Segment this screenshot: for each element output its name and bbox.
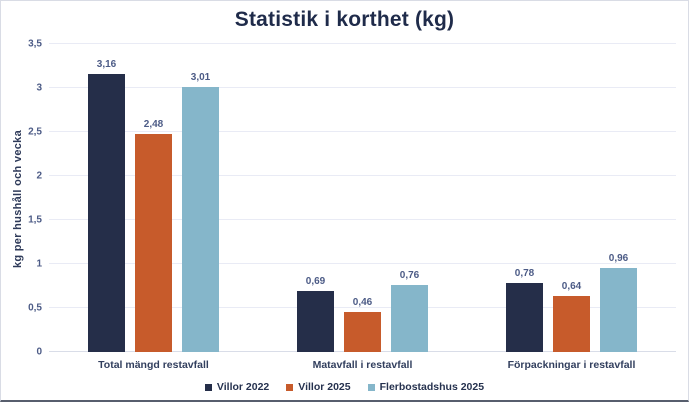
bar-flerbostadshus-2025	[600, 267, 637, 352]
category-label: Förpackningar i restavfall	[507, 359, 636, 371]
value-label: 0,96	[608, 252, 629, 264]
value-label: 3,01	[190, 72, 211, 84]
y-tick-label: 3	[36, 82, 42, 94]
bar-column: 2,48	[135, 44, 172, 352]
category-label: Matavfall i restavfall	[312, 359, 413, 371]
y-tick-label: 0,5	[28, 302, 42, 314]
legend-swatch-icon	[286, 383, 294, 391]
y-tick-label: 1	[36, 258, 42, 270]
y-axis-title: kg per hushåll och vecka	[12, 129, 24, 269]
y-tick-label: 3,5	[28, 38, 42, 50]
gridline	[49, 87, 676, 88]
bar-flerbostadshus-2025	[182, 87, 219, 352]
legend: Villor 2022 Villor 2025 Flerbostadshus 202…	[1, 381, 688, 393]
bar-villor-2022	[506, 283, 543, 352]
plot-area: 0 0,5 1 1,5 2 2,5 3 3,5 3,16 2,48 3,01 0,69 0,46 0,76…	[28, 39, 676, 358]
legend-label: Villor 2022	[216, 381, 270, 393]
category-label: Total mängd restavfall	[98, 359, 209, 371]
gridline	[49, 131, 676, 132]
bar-group-förpackningar-i-restavfall: 0,78 0,64 0,96	[467, 44, 676, 352]
chart-title: Statistik i korthet (kg)	[234, 8, 455, 31]
legend-item-flerbostadshus-2025: Flerbostadshus 2025	[367, 381, 485, 393]
gridline	[49, 263, 676, 264]
value-label: 0,76	[399, 270, 420, 282]
bar-column: 0,69	[297, 44, 334, 352]
bar-villor-2025	[135, 133, 172, 352]
bar-flerbostadshus-2025	[391, 285, 428, 352]
bar-column: 0,46	[344, 44, 381, 352]
legend-item-villor-2025: Villor 2025	[286, 381, 351, 393]
bar-column: 0,76	[391, 44, 428, 352]
bar-column: 0,64	[553, 44, 590, 352]
bar-groups: 3,16 2,48 3,01 0,69 0,46 0,76 0,78 0,64 0,96	[49, 44, 676, 352]
legend-swatch-icon	[367, 383, 375, 391]
value-label: 0,64	[561, 280, 582, 292]
bar-column: 0,78	[506, 44, 543, 352]
value-label: 0,69	[305, 276, 326, 288]
bar-villor-2025	[553, 295, 590, 352]
bar-villor-2022	[88, 73, 125, 352]
gridline	[49, 307, 676, 308]
legend-label: Flerbostadshus 2025	[379, 381, 485, 393]
bar-group-total-mängd-restavfall: 3,16 2,48 3,01	[49, 44, 258, 352]
bar-villor-2025	[344, 311, 381, 352]
gridline	[49, 219, 676, 220]
y-tick-label: 2	[36, 170, 42, 182]
bar-column: 3,16	[88, 44, 125, 352]
legend-item-villor-2022: Villor 2022	[204, 381, 270, 393]
gridline	[49, 175, 676, 176]
value-label: 0,78	[514, 268, 535, 280]
gridline	[49, 43, 676, 44]
x-axis-category-labels: Total mängd restavfall Matavfall i restav…	[49, 359, 676, 371]
legend-swatch-icon	[204, 383, 212, 391]
y-tick-label: 2,5	[28, 126, 42, 138]
value-label: 2,48	[143, 118, 164, 130]
bar-column: 3,01	[182, 44, 219, 352]
y-tick-label: 0	[36, 346, 42, 358]
value-label: 0,46	[352, 296, 373, 308]
bar-group-matavfall-i-restavfall: 0,69 0,46 0,76	[258, 44, 467, 352]
value-label: 3,16	[96, 58, 117, 70]
bar-villor-2022	[297, 291, 334, 352]
legend-label: Villor 2025	[298, 381, 351, 393]
y-tick-label: 1,5	[28, 214, 42, 226]
bar-column: 0,96	[600, 44, 637, 352]
